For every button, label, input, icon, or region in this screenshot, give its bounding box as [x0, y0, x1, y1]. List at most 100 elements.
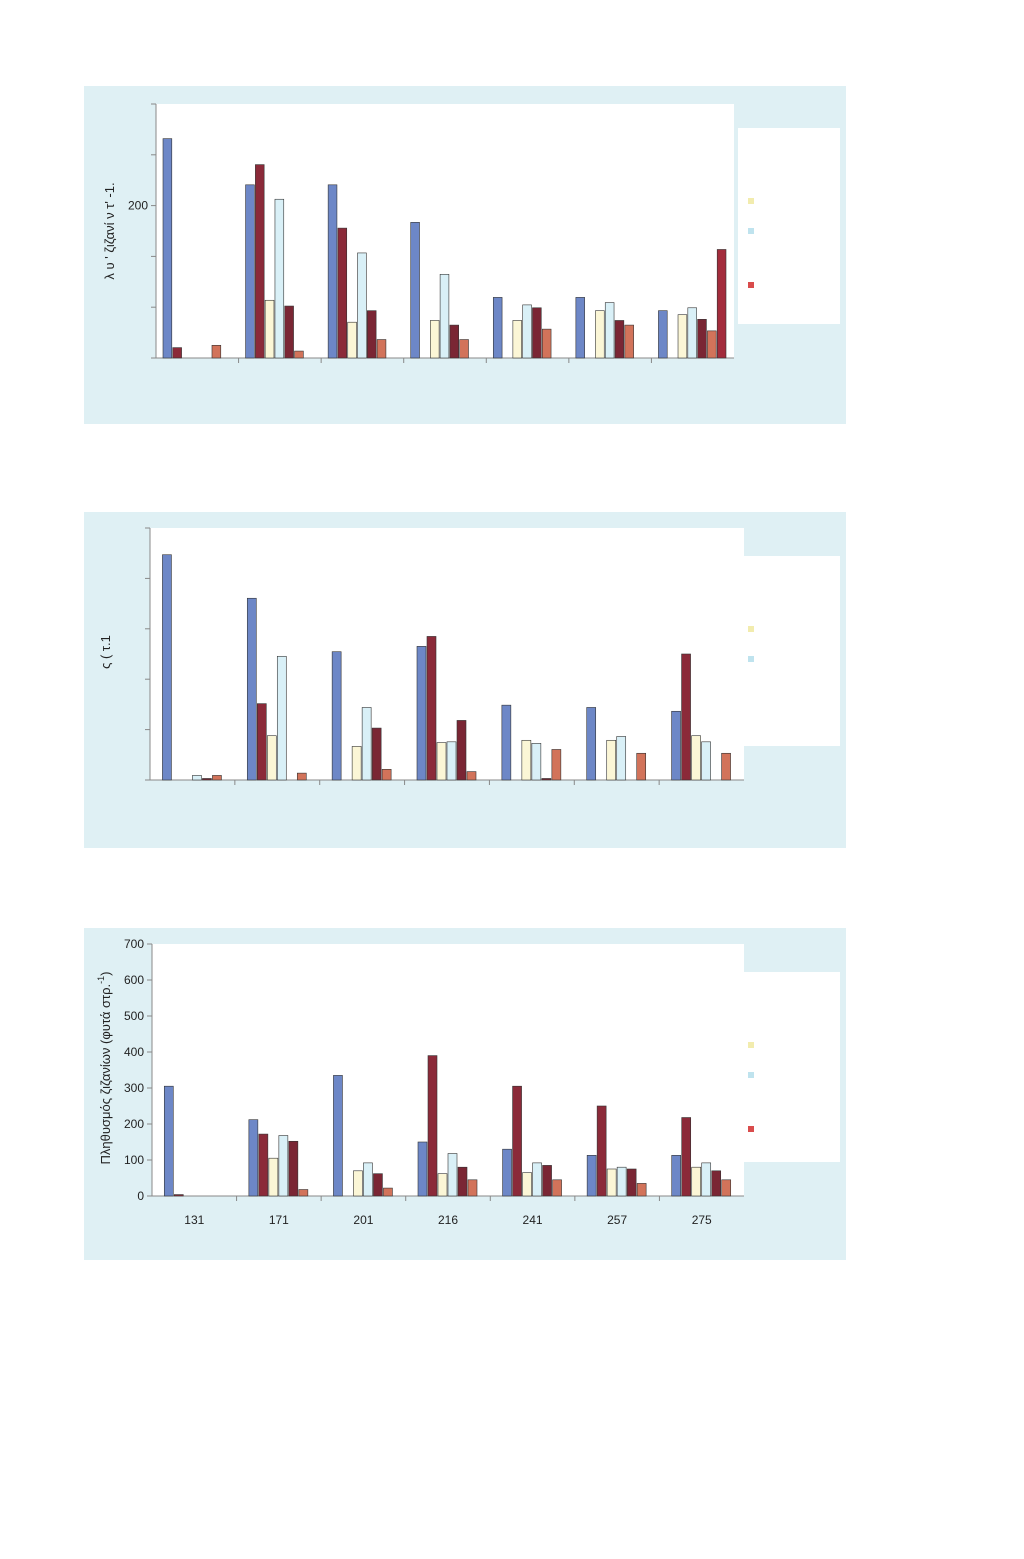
bar	[624, 324, 634, 359]
bar	[531, 743, 542, 781]
bar	[542, 1165, 552, 1197]
bar	[371, 727, 382, 781]
bar	[192, 775, 202, 781]
bar	[446, 741, 457, 781]
chart-panel-2: ς ( τ.1	[84, 512, 846, 848]
bar	[353, 1170, 363, 1197]
bar	[586, 1155, 597, 1197]
bar	[575, 297, 585, 359]
bar	[298, 1189, 309, 1197]
legend-2	[738, 556, 840, 746]
y-tick-label: 0	[137, 1189, 144, 1203]
bar	[671, 1155, 682, 1197]
bar	[457, 1166, 468, 1197]
bar	[245, 184, 255, 359]
bar	[449, 324, 459, 359]
bar	[658, 310, 668, 359]
bar	[532, 1162, 542, 1197]
bar	[501, 704, 512, 781]
bar	[347, 321, 357, 359]
chart-1: 200 λ υ ' ζιζανί ν τ' -1.	[102, 103, 734, 363]
bar	[162, 554, 172, 781]
bar	[691, 1166, 702, 1197]
bar	[595, 310, 605, 359]
bar	[467, 1179, 478, 1197]
legend-swatch	[748, 1072, 754, 1078]
legend-swatch	[748, 1126, 754, 1132]
bar	[255, 164, 265, 359]
chart-panel-3: 0 100 200 300 400 500 600 700 Πληθυσμός ζιζανίων…	[84, 928, 846, 1260]
x-tick-label: 201	[353, 1213, 373, 1227]
bar	[541, 778, 552, 781]
bar	[212, 775, 222, 781]
bar	[383, 1187, 393, 1197]
chart-2: ς ( τ.1	[98, 527, 744, 785]
bar	[626, 1168, 637, 1197]
bar	[172, 347, 182, 359]
bar	[333, 1075, 343, 1197]
y-tick-label: 200	[124, 1117, 144, 1131]
bar	[606, 1168, 617, 1197]
bar	[258, 1133, 269, 1197]
bar	[512, 320, 522, 359]
bar	[436, 742, 447, 781]
legend-swatch	[748, 626, 754, 632]
bar	[552, 1179, 562, 1197]
bar	[278, 1135, 289, 1197]
y-tick-label: 100	[124, 1153, 144, 1167]
bar	[367, 310, 377, 359]
bar	[697, 319, 707, 359]
bar	[351, 746, 362, 781]
bar	[616, 736, 627, 781]
bar	[274, 198, 285, 359]
bar	[268, 1157, 279, 1197]
bar	[357, 252, 367, 359]
y-tick-label: 200	[128, 199, 148, 213]
x-tick-label: 275	[692, 1213, 712, 1227]
bar	[711, 1170, 722, 1197]
bar	[687, 307, 697, 359]
bar	[288, 1140, 299, 1197]
bar	[721, 1179, 732, 1197]
bar	[430, 320, 440, 359]
bar	[173, 1194, 184, 1197]
legend-1	[738, 128, 840, 324]
x-tick-label: 257	[607, 1213, 627, 1227]
bar	[246, 597, 257, 781]
bar	[522, 304, 532, 359]
y-tick-label: 300	[124, 1081, 144, 1095]
bar	[521, 739, 532, 781]
legend-swatch	[748, 198, 754, 204]
bar	[211, 344, 222, 359]
bar	[264, 299, 275, 359]
bar	[276, 655, 287, 781]
bar	[437, 1173, 448, 1197]
bar	[614, 320, 625, 359]
y-axis-label: Πληθυσμός ζιζανίων (φυτά στρ.-1)	[96, 972, 113, 1165]
x-tick-label: 171	[269, 1213, 289, 1227]
y-axis-label: ς ( τ.1	[98, 635, 113, 669]
bar	[604, 302, 615, 359]
bar	[417, 1141, 428, 1197]
bar	[701, 741, 711, 781]
bar	[522, 1172, 532, 1197]
legend-swatch	[748, 656, 754, 662]
legend-swatch	[748, 1042, 754, 1048]
bar	[586, 707, 597, 781]
bar	[331, 651, 342, 781]
bar	[681, 653, 691, 781]
y-tick-label: 700	[124, 937, 144, 951]
bar	[284, 305, 294, 359]
bar	[596, 1105, 607, 1197]
bar	[707, 330, 717, 359]
bar	[381, 769, 392, 781]
bar	[163, 1085, 174, 1197]
bar	[439, 273, 450, 359]
x-tick-label: 131	[184, 1213, 204, 1227]
bar	[361, 707, 372, 781]
x-tick-label: 216	[438, 1213, 458, 1227]
bar	[512, 1085, 522, 1197]
bar	[162, 138, 173, 359]
legend-3	[738, 972, 840, 1162]
bar	[426, 636, 437, 781]
